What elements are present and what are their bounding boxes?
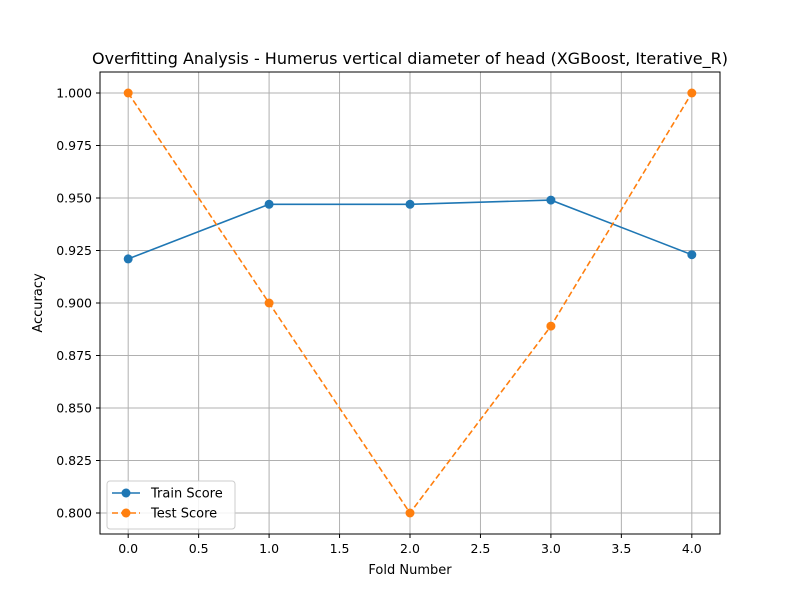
data-point-test-score	[405, 508, 415, 518]
legend-items: Train Score Test Score	[112, 487, 223, 522]
x-tick-label: 0.5	[189, 541, 209, 556]
ticks-layer: 0.0 0.5 1.0 1.5 2.0 2.5 3.0 3.5 4.0 0.800 0.825 0.8…	[56, 86, 702, 557]
y-tick-label: 0.975	[56, 138, 92, 153]
series-test-score	[123, 88, 697, 518]
x-tick-label: 2.0	[400, 541, 420, 556]
legend-marker-test-score	[121, 508, 131, 518]
data-point-train-score	[123, 254, 133, 264]
grid-layer	[100, 72, 720, 534]
series-layer	[123, 88, 697, 518]
x-tick-label: 1.0	[259, 541, 279, 556]
x-tick-label: 4.0	[682, 541, 702, 556]
data-point-test-score	[687, 88, 697, 98]
y-axis-label: Accuracy	[31, 273, 46, 333]
y-tick-label: 0.825	[56, 453, 92, 468]
chart-title: Overfitting Analysis - Humerus vertical …	[92, 49, 728, 69]
legend-item-test-score: Test Score	[112, 507, 217, 522]
y-tick-label: 0.800	[56, 506, 92, 521]
legend: Train Score Test Score	[106, 480, 236, 530]
legend-item-train-score: Train Score	[112, 487, 223, 502]
y-tick-label: 0.850	[56, 401, 92, 416]
legend-label-train-score: Train Score	[150, 487, 223, 502]
y-tick-label: 1.000	[56, 86, 92, 101]
x-tick-label: 1.5	[330, 541, 350, 556]
data-point-train-score	[264, 199, 274, 209]
x-tick-label: 3.5	[611, 541, 631, 556]
y-tick-label: 0.900	[56, 296, 92, 311]
y-tick-label: 0.950	[56, 191, 92, 206]
data-point-test-score	[123, 88, 133, 98]
legend-label-test-score: Test Score	[150, 507, 217, 522]
data-point-test-score	[264, 298, 274, 308]
legend-marker-train-score	[121, 488, 131, 498]
data-point-train-score	[687, 250, 697, 260]
data-point-train-score	[405, 199, 415, 209]
series-train-score	[123, 195, 697, 264]
x-tick-label: 0.0	[118, 541, 138, 556]
y-tick-label: 0.875	[56, 348, 92, 363]
x-tick-label: 3.0	[541, 541, 561, 556]
data-point-train-score	[546, 195, 556, 205]
x-axis-label: Fold Number	[368, 563, 452, 578]
x-tick-label: 2.5	[471, 541, 491, 556]
y-tick-label: 0.925	[56, 243, 92, 258]
data-point-test-score	[546, 321, 556, 331]
